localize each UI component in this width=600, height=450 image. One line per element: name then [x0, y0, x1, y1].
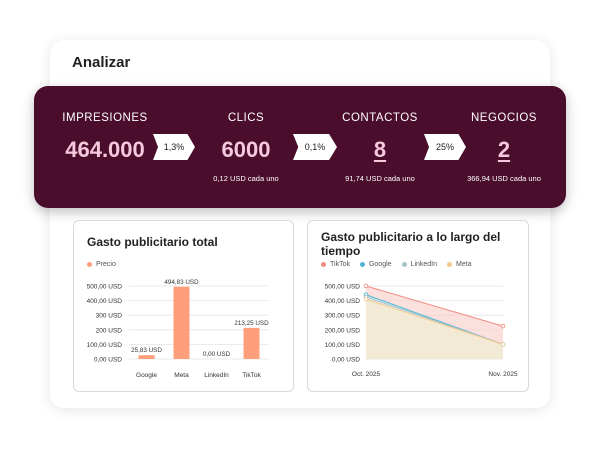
line-chart-legend: TikTok Google LinkedIn Meta: [321, 261, 472, 268]
legend-item-linkedin: LinkedIn: [401, 261, 438, 268]
stage-sub-deals: 366,94 USD cada uno: [467, 174, 541, 183]
point-tiktok: [500, 323, 506, 329]
y-tick-label: 100,00 USD: [325, 342, 361, 349]
point-meta: [500, 342, 506, 347]
point-meta: [363, 296, 369, 302]
stage-label-clicks: CLICS: [227, 112, 265, 124]
bar-chart: 0,00 USD 100,00 USD 200 USD 300 USD 400,00 U…: [87, 279, 270, 379]
line-chart: 0,00 USD 100,00 USD 200,00 USD 300,00 USD 40…: [325, 283, 518, 379]
bar-chart-panel: Gasto publicitario total Precio 0,00 USD…: [73, 220, 294, 392]
bar-meta: [173, 286, 190, 359]
y-tick-label: 400,00 USD: [325, 298, 361, 305]
point-tiktok: [363, 283, 369, 289]
stage-value-clicks: 6000: [221, 137, 271, 162]
bar-chart-legend: Precio: [87, 261, 116, 268]
y-tick-label: 500,00 USD: [87, 284, 123, 291]
legend-label-meta: Meta: [456, 261, 472, 268]
x-tick-label: LinkedIn: [204, 372, 229, 379]
legend-dot-icon: [87, 262, 92, 267]
stage-sub-clicks: 0,12 USD cada uno: [213, 174, 279, 183]
bar-google: [138, 355, 155, 359]
legend-dot-icon: [401, 262, 407, 267]
bar-value-label: 494,83 USD: [164, 279, 199, 286]
funnel-banner: IMPRESIONES 464.000 1,3% CLICS 6000 0,12…: [34, 86, 566, 208]
bar-value-label: 213,25 USD: [234, 320, 269, 327]
y-tick-label: 0,00 USD: [94, 357, 122, 364]
line-chart-title-line2: tiempo: [321, 244, 361, 258]
line-chart-panel: Gasto publicitario a lo largo del tiempo…: [307, 220, 529, 392]
rate-chevron-2: 0,1%: [293, 134, 337, 160]
legend-label-tiktok: TikTok: [330, 261, 350, 268]
line-chart-title-line1: Gasto publicitario a lo largo del: [321, 230, 501, 244]
stage-value-deals[interactable]: 2: [497, 137, 511, 162]
line-chart-title: Gasto publicitario a lo largo del tiempo: [321, 230, 500, 258]
line-tiktok: [365, 285, 504, 327]
y-tick-label: 300,00 USD: [325, 313, 361, 320]
y-tick-label: 100,00 USD: [87, 342, 123, 349]
y-tick-label: 500,00 USD: [325, 284, 361, 291]
stage-value-impressions: 464.000: [65, 137, 145, 162]
legend-dot-icon: [447, 262, 453, 267]
x-tick-label: Nov. 2025: [488, 371, 518, 378]
x-tick-label: Google: [136, 372, 157, 379]
page-title: Analizar: [72, 54, 131, 71]
legend-label-google: Google: [368, 261, 392, 268]
y-tick-label: 200 USD: [96, 327, 123, 334]
rate-chevron-1: 1,3%: [153, 134, 195, 160]
x-tick-label: Meta: [174, 372, 189, 379]
bar-value-label: 0,00 USD: [203, 351, 231, 358]
bar-value-label: 25,83 USD: [131, 347, 162, 354]
bar-chart-title: Gasto publicitario total: [87, 235, 218, 249]
legend-dot-icon: [359, 262, 365, 267]
legend-dot-icon: [321, 262, 326, 267]
x-tick-label: TikTok: [242, 372, 261, 379]
x-tick-label: Oct. 2025: [352, 371, 381, 378]
stage-sub-contacts: 91,74 USD cada uno: [345, 174, 415, 183]
stage-label-deals: NEGOCIOS: [471, 112, 537, 124]
legend-label-linkedin: LinkedIn: [410, 261, 438, 268]
y-tick-label: 400,00 USD: [87, 298, 123, 305]
area-meta: [366, 299, 503, 359]
bar-tiktok: [243, 327, 260, 359]
stage-label-impressions: IMPRESIONES: [62, 112, 148, 124]
stage-value-contacts[interactable]: 8: [373, 137, 387, 162]
stage-label-contacts: CONTACTOS: [342, 112, 418, 124]
y-tick-label: 300 USD: [96, 313, 123, 320]
legend-item-google: Google: [359, 261, 392, 268]
legend-item-meta: Meta: [447, 261, 472, 268]
y-tick-label: 0,00 USD: [332, 357, 360, 364]
line-meta: [365, 298, 504, 345]
legend-item-precio: Precio: [87, 261, 116, 268]
legend-item-tiktok: TikTok: [321, 261, 350, 268]
rate-chevron-3: 25%: [424, 134, 466, 160]
y-tick-label: 200,00 USD: [325, 327, 361, 334]
legend-label-precio: Precio: [96, 261, 116, 268]
